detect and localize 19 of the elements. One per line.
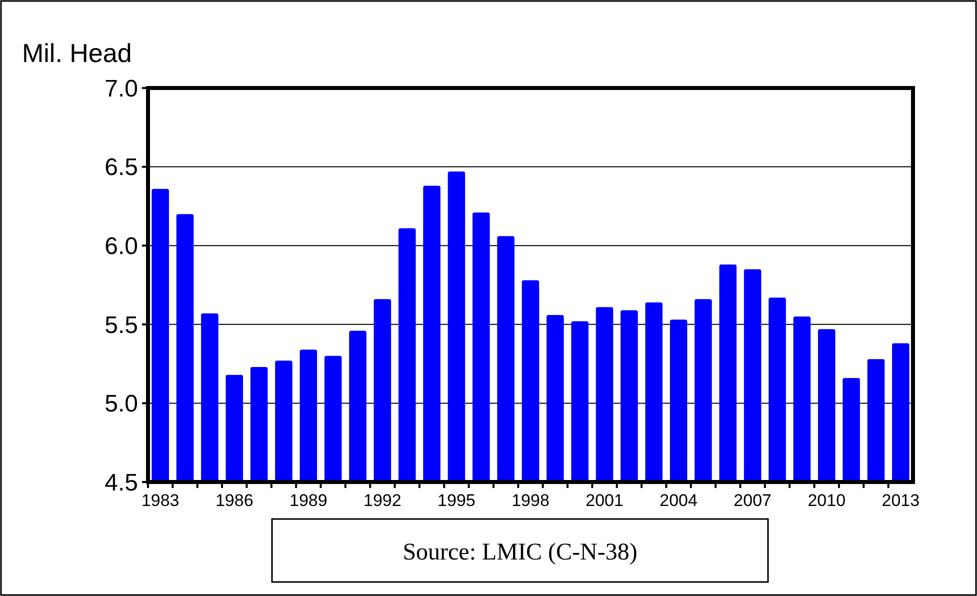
x-tick-label: 2010: [808, 491, 846, 510]
x-tick-label: 2007: [734, 491, 772, 510]
y-tick-label: 5.0: [104, 390, 138, 418]
x-tick-label: 1995: [438, 491, 476, 510]
x-tick-label: 1986: [215, 491, 254, 510]
y-tick-label: 6.0: [104, 233, 138, 260]
x-tick-label: 2001: [586, 491, 624, 510]
x-tick-label: 2004: [660, 491, 698, 510]
y-tick-label: 7.0: [104, 75, 138, 102]
x-tick-label: 2013: [882, 491, 920, 510]
y-axis-title: Mil. Head: [22, 38, 132, 68]
x-tick-label: 1992: [364, 491, 402, 510]
y-tick-label: 6.5: [104, 154, 138, 182]
x-tick-label: 1989: [289, 491, 328, 510]
x-tick-label: 1998: [512, 491, 550, 510]
y-tick-label: 4.5: [104, 469, 138, 496]
x-tick-label: 1983: [141, 491, 180, 510]
y-tick-label: 5.5: [104, 312, 138, 339]
source-note: Source: LMIC (C-N-38): [402, 539, 638, 566]
